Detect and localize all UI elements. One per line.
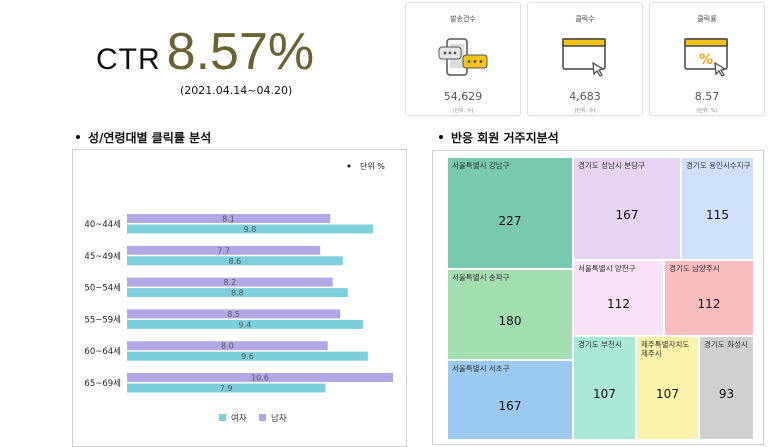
treemap-tile: 서울특별시 송파구 180 bbox=[447, 269, 573, 360]
tree-section-title: 반응 회원 거주지분석 bbox=[439, 129, 559, 146]
data-label-male: 8.0 bbox=[221, 342, 234, 351]
treemap-tile-value: 107 bbox=[656, 387, 679, 401]
bar-female bbox=[127, 224, 373, 234]
legend-label-male: 남자 bbox=[271, 414, 287, 424]
bar-male bbox=[127, 214, 331, 223]
category-tick-label: 40~44세 bbox=[84, 220, 121, 230]
bar-section-title-text: 성/연령대별 클릭률 분석 bbox=[88, 131, 212, 145]
bar-male bbox=[127, 373, 393, 382]
kpi-card-sent: 발송건수 54,629 (단위: 수) bbox=[405, 2, 521, 116]
kpi-title: 클릭수 bbox=[575, 15, 595, 23]
kpi-title: 클릭률 bbox=[697, 15, 717, 23]
data-label-female: 9.8 bbox=[244, 225, 257, 234]
ctr-headline: CTR 8.57% bbox=[96, 22, 314, 82]
legend-swatch-male bbox=[259, 414, 266, 421]
data-label-female: 8.6 bbox=[229, 257, 242, 266]
category-tick-label: 65~69세 bbox=[84, 379, 121, 389]
data-label-male: 10.6 bbox=[251, 374, 269, 383]
ctr-value: 8.57% bbox=[166, 23, 315, 81]
bar-male bbox=[127, 245, 321, 255]
bar-male bbox=[127, 309, 341, 319]
ctr-label: CTR bbox=[96, 43, 161, 76]
browser-click-icon bbox=[562, 38, 606, 77]
data-label-female: 7.9 bbox=[220, 384, 233, 393]
residence-treemap: 서울특별시 강남구 227 경기도 성남시 분당구 167 경기도 용인시수지구 115 서… bbox=[432, 150, 764, 445]
treemap-tile-value: 167 bbox=[498, 399, 522, 413]
legend-swatch-female bbox=[219, 414, 226, 421]
treemap-tile-value: 112 bbox=[607, 297, 630, 311]
treemap-tile-name: 제주특별자치도 제주시 bbox=[641, 340, 690, 358]
treemap-tile: 경기도 부천시 107 bbox=[573, 336, 636, 440]
treemap-tile-name: 서울특별시 서초구 bbox=[452, 364, 510, 373]
treemap-tile-name: 서울특별시 강남구 bbox=[452, 161, 510, 170]
kpi-value: 4,683 bbox=[569, 90, 601, 103]
treemap-tile: 제주특별자치도 제주시 107 bbox=[636, 336, 699, 440]
data-label-male: 8.5 bbox=[227, 310, 240, 319]
bar-female bbox=[127, 319, 363, 329]
unit-note: 단위 % bbox=[360, 161, 385, 171]
treemap-tile-name: 경기도 남양주시 bbox=[669, 264, 720, 273]
treemap-tile-name: 경기도 성남시 분당구 bbox=[578, 161, 645, 170]
kpi-card-clicks: 클릭수 4,683 (단위: 수) bbox=[527, 2, 643, 116]
data-label-male: 7.7 bbox=[217, 246, 230, 255]
kpi-unit: (단위: 수) bbox=[452, 108, 474, 114]
bar-male bbox=[127, 277, 333, 287]
treemap-tile-name: 서울특별시 송파구 bbox=[452, 273, 510, 282]
category-tick-label: 50~54세 bbox=[84, 284, 121, 294]
browser-percent-click-icon: % bbox=[684, 38, 728, 77]
kpi-value: 8.57 bbox=[694, 90, 720, 103]
treemap-tile-value: 93 bbox=[718, 387, 735, 401]
ctr-period: (2021.04.14~04.20) bbox=[180, 84, 293, 97]
data-label-female: 9.4 bbox=[239, 320, 252, 329]
treemap-tile-name: 경기도 화성시 bbox=[704, 340, 748, 349]
data-label-female: 9.6 bbox=[241, 352, 254, 361]
treemap-tile-name: 경기도 부천시 bbox=[578, 340, 622, 349]
svg-text:%: % bbox=[699, 52, 713, 68]
bar-female bbox=[127, 383, 326, 393]
bar-female bbox=[127, 351, 368, 361]
bullet-icon bbox=[439, 134, 443, 139]
unit-bullet-icon bbox=[347, 164, 351, 168]
treemap-tile: 경기도 남양주시 112 bbox=[664, 260, 754, 336]
data-label-male: 8.1 bbox=[222, 215, 235, 224]
treemap-tile: 서울특별시 서초구 167 bbox=[447, 360, 573, 440]
category-tick-label: 60~64세 bbox=[84, 347, 121, 357]
treemap-tile: 경기도 화성시 93 bbox=[699, 336, 754, 440]
bullet-icon bbox=[76, 134, 80, 139]
category-tick-label: 45~49세 bbox=[84, 252, 121, 262]
treemap-tile: 경기도 용인시수지구 115 bbox=[681, 157, 754, 260]
treemap-tile-value: 227 bbox=[498, 214, 522, 228]
kpi-title: 발송건수 bbox=[450, 15, 476, 23]
treemap-tile-name: 경기도 용인시수지구 bbox=[686, 161, 751, 170]
kpi-unit: (단위: 수) bbox=[574, 108, 596, 114]
treemap-tile: 서울특별시 강남구 227 bbox=[447, 157, 573, 269]
bar-section-title: 성/연령대별 클릭률 분석 bbox=[76, 129, 211, 146]
treemap-tile-value: 107 bbox=[593, 387, 616, 401]
legend-label-female: 여자 bbox=[231, 413, 247, 424]
bar-female bbox=[127, 256, 343, 266]
data-label-male: 8.2 bbox=[224, 278, 237, 287]
treemap-tile-value: 112 bbox=[697, 297, 721, 311]
treemap-tile-name: 서울특별시 양천구 bbox=[578, 264, 636, 273]
kpi-value: 54,629 bbox=[443, 90, 483, 103]
age-gender-bar-chart: 단위 % 8.1 9.8 40~44세 7.7 8.6 45~49세 8.2 8.8 50~54세… bbox=[72, 149, 407, 447]
bar-male bbox=[127, 341, 328, 351]
data-label-female: 8.8 bbox=[231, 289, 244, 298]
bar-female bbox=[127, 288, 348, 298]
smartphone-chat-icon bbox=[438, 38, 488, 76]
treemap-tile-value: 115 bbox=[706, 208, 729, 222]
category-tick-label: 55~59세 bbox=[84, 315, 121, 325]
treemap-tile: 경기도 성남시 분당구 167 bbox=[573, 157, 681, 260]
treemap-tile: 서울특별시 양천구 112 bbox=[573, 260, 664, 336]
kpi-card-ctr: 클릭률 % 8.57 (단위: %) bbox=[649, 2, 765, 116]
tree-section-title-text: 반응 회원 거주지분석 bbox=[451, 131, 559, 145]
treemap-tile-value: 180 bbox=[498, 314, 522, 328]
bar-chart-svg: 단위 % 8.1 9.8 40~44세 7.7 8.6 45~49세 8.2 8.8 50~54세… bbox=[84, 161, 393, 424]
kpi-unit: (단위: %) bbox=[696, 108, 718, 114]
treemap-tile-value: 167 bbox=[615, 208, 639, 222]
